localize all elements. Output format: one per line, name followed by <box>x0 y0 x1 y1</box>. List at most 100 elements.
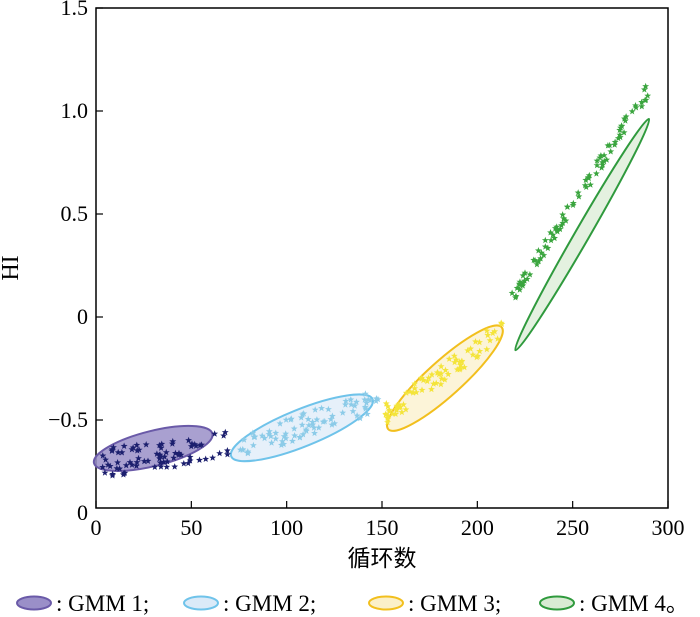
point-layer <box>99 82 652 479</box>
data-point-gmm-4 <box>559 211 567 218</box>
data-point-gmm-1 <box>163 458 171 465</box>
data-point-gmm-4 <box>616 131 624 138</box>
data-point-gmm-3 <box>467 345 474 352</box>
data-point-gmm-1 <box>118 448 126 456</box>
data-point-gmm-2 <box>372 397 380 404</box>
data-point-gmm-3 <box>444 370 452 378</box>
data-point-gmm-3 <box>417 374 425 381</box>
data-point-gmm-1 <box>162 448 170 456</box>
data-point-gmm-3 <box>382 411 390 418</box>
data-point-gmm-1 <box>153 450 161 457</box>
data-point-gmm-2 <box>265 427 273 435</box>
data-point-gmm-4 <box>611 138 619 145</box>
data-point-gmm-2 <box>291 432 299 439</box>
data-point-gmm-1 <box>144 457 152 464</box>
data-point-gmm-4 <box>508 289 516 296</box>
y-tick-label: 1.5 <box>61 0 89 20</box>
data-point-gmm-3 <box>455 365 463 372</box>
data-point-gmm-4 <box>600 151 608 159</box>
data-point-gmm-3 <box>437 362 445 370</box>
data-point-gmm-4 <box>641 96 649 104</box>
data-point-gmm-4 <box>544 244 552 252</box>
data-point-gmm-1 <box>157 453 165 460</box>
data-point-gmm-4 <box>559 219 567 226</box>
data-point-gmm-4 <box>617 124 624 131</box>
data-point-gmm-1 <box>163 463 171 470</box>
data-point-gmm-4 <box>547 229 554 236</box>
data-point-gmm-2 <box>265 430 273 438</box>
data-point-gmm-3 <box>419 376 427 384</box>
data-point-gmm-2 <box>356 414 364 422</box>
data-point-gmm-2 <box>261 434 268 442</box>
data-point-gmm-2 <box>278 441 285 448</box>
data-point-gmm-2 <box>239 446 247 453</box>
data-point-gmm-3 <box>441 376 449 383</box>
data-point-gmm-2 <box>296 433 304 441</box>
data-point-gmm-2 <box>309 418 316 425</box>
data-point-gmm-4 <box>585 174 593 182</box>
data-point-gmm-2 <box>299 430 307 438</box>
x-tick-label: 200 <box>461 515 494 540</box>
data-point-gmm-2 <box>353 412 361 419</box>
data-point-gmm-2 <box>318 404 325 412</box>
x-axis-title: 循环数 <box>348 546 417 572</box>
data-point-gmm-3 <box>489 329 497 337</box>
data-point-gmm-1 <box>185 436 192 444</box>
data-point-gmm-2 <box>276 420 284 427</box>
data-point-gmm-4 <box>620 129 628 136</box>
data-point-gmm-4 <box>531 256 539 264</box>
data-point-gmm-4 <box>538 249 545 256</box>
gmm-ellipse-1 <box>92 424 214 472</box>
ellipse-layer <box>92 117 651 472</box>
data-point-gmm-2 <box>327 415 335 423</box>
data-point-gmm-1 <box>99 452 107 459</box>
data-point-gmm-3 <box>428 385 435 393</box>
data-point-gmm-3 <box>433 369 441 376</box>
data-point-gmm-3 <box>486 336 494 344</box>
data-point-gmm-1 <box>114 448 122 456</box>
y-tick-label: 0 <box>77 304 88 329</box>
data-point-gmm-2 <box>339 409 347 416</box>
data-point-gmm-4 <box>616 126 624 133</box>
legend-swatch-gmm-3 <box>368 595 404 611</box>
data-point-gmm-3 <box>461 363 468 371</box>
data-point-gmm-4 <box>582 176 590 183</box>
data-point-gmm-4 <box>516 286 524 293</box>
data-point-gmm-3 <box>382 400 390 407</box>
data-point-gmm-4 <box>628 107 636 115</box>
data-point-gmm-4 <box>513 284 521 291</box>
data-point-gmm-3 <box>458 357 466 364</box>
data-point-gmm-1 <box>135 454 142 462</box>
data-point-gmm-4 <box>535 247 542 254</box>
data-point-gmm-3 <box>418 386 426 393</box>
data-point-gmm-4 <box>526 271 534 278</box>
y-tick-label: 1.0 <box>61 98 89 123</box>
data-point-gmm-1 <box>106 462 114 470</box>
data-point-gmm-1 <box>170 454 178 461</box>
data-point-gmm-4 <box>593 170 600 177</box>
data-point-gmm-4 <box>549 231 557 238</box>
data-point-gmm-2 <box>280 440 288 448</box>
data-point-gmm-1 <box>224 450 231 458</box>
x-tick-label: 50 <box>180 515 202 540</box>
y-axis-title: HI <box>0 255 24 280</box>
data-point-gmm-3 <box>412 388 420 396</box>
data-point-gmm-1 <box>129 444 137 451</box>
data-point-gmm-1 <box>133 441 141 449</box>
data-point-gmm-3 <box>430 380 437 387</box>
data-point-gmm-1 <box>120 442 128 449</box>
data-point-gmm-4 <box>541 236 549 244</box>
data-point-gmm-1 <box>128 445 136 453</box>
data-point-gmm-3 <box>457 361 464 369</box>
data-point-gmm-2 <box>305 421 313 429</box>
data-point-gmm-2 <box>363 399 370 406</box>
data-point-gmm-3 <box>453 366 461 373</box>
data-point-gmm-4 <box>553 226 561 234</box>
gmm-ellipse-4 <box>514 117 651 352</box>
data-point-gmm-4 <box>541 243 549 250</box>
data-point-gmm-2 <box>278 437 286 445</box>
data-point-gmm-2 <box>268 439 275 446</box>
data-point-gmm-4 <box>560 214 568 222</box>
data-point-gmm-4 <box>638 98 646 106</box>
data-point-gmm-4 <box>616 133 624 141</box>
